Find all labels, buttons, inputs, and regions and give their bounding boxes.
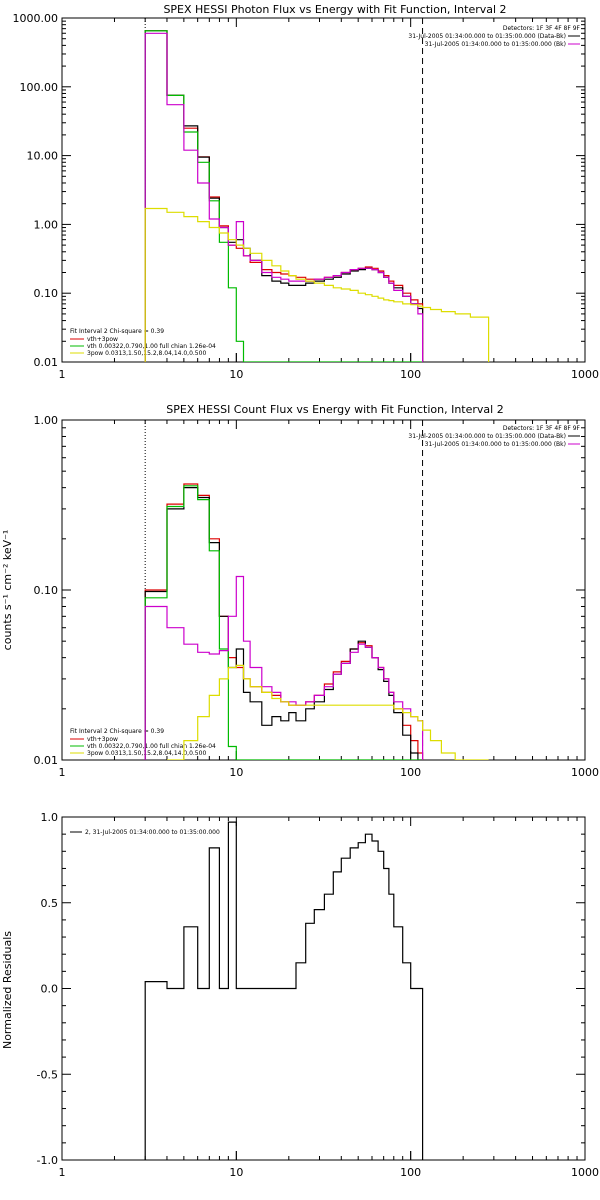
chart-2-plot-area: 1 10 100 1000 0.01 0.10 1.00 [34, 414, 600, 779]
x-tick-label: 10 [229, 368, 243, 381]
y-axis-label: counts s⁻¹ cm⁻² keV⁻¹ [1, 530, 14, 651]
legend-label-data-bk: 31-Jul-2005 01:34:00.000 to 01:35:00.000… [408, 33, 566, 40]
legend-label-residual: 2, 31-Jul-2005 01:34:00.000 to 01:35:00.… [85, 829, 220, 836]
y-tick-label: 0.01 [34, 356, 59, 369]
legend-label-vth: vth 0.00322,0.790,1.00 full chian 1.26e-… [87, 343, 216, 350]
legend-bottom-left: Fit Interval 2 Chi-square = 0.39 vth+3po… [70, 728, 216, 757]
x-tick-label: 1000 [571, 1166, 599, 1179]
y-tick-label: 1.00 [34, 414, 59, 427]
y-tick-label: 0.10 [34, 584, 59, 597]
legend-label-3pow: 3pow 0.0313,1.50,15.2,8.04,14.0,0.500 [87, 750, 206, 757]
series-line-vth-3pow [144, 483, 424, 760]
legend-label-vth: vth 0.00322,0.790,1.00 full chian 1.26e-… [87, 743, 216, 750]
y-tick-label: 0.5 [41, 897, 59, 910]
legend-label-vth-3pow: vth+3pow [87, 336, 118, 343]
y-tick-label: 1000.00 [13, 12, 59, 25]
residuals-panel: Normalized Residuals 2, 31-Jul-2005 01:3… [1, 829, 220, 1049]
y-tick-label: 0.0 [41, 983, 59, 996]
legend-label-data-bk: 31-Jul-2005 01:34:00.000 to 01:35:00.000… [408, 433, 566, 440]
legend-label-vth-3pow: vth+3pow [87, 736, 118, 743]
series-line-vth-3pow [144, 30, 424, 362]
legend-label-bk: 31-Jul-2005 01:34:00.000 to 01:35:00.000… [425, 441, 566, 448]
y-tick-label: 10.00 [27, 150, 59, 163]
x-tick-label: 1 [59, 766, 66, 779]
legend-label-bk: 31-Jul-2005 01:34:00.000 to 01:35:00.000… [425, 41, 566, 48]
chart-1-plot-area: 1 10 100 1000 0.01 0.10 1.00 10.00 100.00 1000.00 [13, 12, 600, 381]
legend-fit-header: Fit Interval 2 Chi-square = 0.39 [70, 328, 164, 335]
x-tick-label: 10 [229, 766, 243, 779]
series-line-bk [144, 575, 424, 760]
plot-frame [61, 419, 586, 761]
y-tick-label: 1.0 [41, 811, 59, 824]
chart-title: SPEX HESSI Photon Flux vs Energy with Fi… [163, 3, 506, 16]
x-tick-label: 1000 [571, 766, 599, 779]
x-tick-label: 100 [400, 766, 421, 779]
x-tick-label: 1 [59, 368, 66, 381]
series-line-3pow [167, 664, 489, 760]
series-line-bk [144, 32, 424, 362]
legend-header: Detectors: 1F 3F 4F 8F 9F [503, 25, 581, 32]
legend-label-3pow: 3pow 0.0313,1.50,15.2,8.04,14.0,0.500 [87, 350, 206, 357]
legend-fit-header: Fit Interval 2 Chi-square = 0.39 [70, 728, 164, 735]
y-tick-label: 1.00 [34, 218, 59, 231]
x-tick-label: 10 [229, 1166, 243, 1179]
x-tick-label: 1000 [571, 368, 599, 381]
legend-header: Detectors: 1F 3F 4F 8F 9F [503, 425, 581, 432]
series-line-2-31-jul-2005-01-34-00-000-to-01-35-00-000 [144, 821, 424, 1160]
photon-flux-panel: SPEX HESSI Photon Flux vs Energy with Fi… [70, 3, 581, 357]
series-line-vth [144, 485, 423, 760]
legend-top-right: Detectors: 1F 3F 4F 8F 9F 31-Jul-2005 01… [408, 425, 580, 448]
chart-3-plot-area: 1 10 100 1000 -1.0 -0.5 0.0 0.5 1.0 [37, 811, 599, 1179]
series-line-3pow [144, 207, 490, 362]
y-axis-label: Normalized Residuals [1, 931, 14, 1049]
y-tick-label: 100.00 [20, 81, 59, 94]
chart-title: SPEX HESSI Count Flux vs Energy with Fit… [166, 403, 503, 416]
y-tick-label: -0.5 [37, 1068, 58, 1081]
legend-top-left: 2, 31-Jul-2005 01:34:00.000 to 01:35:00.… [70, 829, 220, 836]
y-tick-label: -1.0 [37, 1154, 58, 1167]
legend-top-right: Detectors: 1F 3F 4F 8F 9F 31-Jul-2005 01… [408, 25, 580, 48]
y-tick-label: 0.10 [34, 287, 59, 300]
plot-frame [61, 816, 586, 1161]
plot-frame [61, 17, 586, 363]
x-tick-label: 1 [59, 1166, 66, 1179]
legend-bottom-left: Fit Interval 2 Chi-square = 0.39 vth+3po… [70, 328, 216, 357]
x-tick-label: 100 [400, 1166, 421, 1179]
series-line-vth [144, 30, 423, 362]
count-flux-panel: SPEX HESSI Count Flux vs Energy with Fit… [1, 403, 581, 757]
x-tick-label: 100 [400, 368, 421, 381]
series-line-data-bk [144, 487, 423, 760]
y-tick-label: 0.01 [34, 754, 59, 767]
series-line-data-bk [144, 30, 424, 362]
